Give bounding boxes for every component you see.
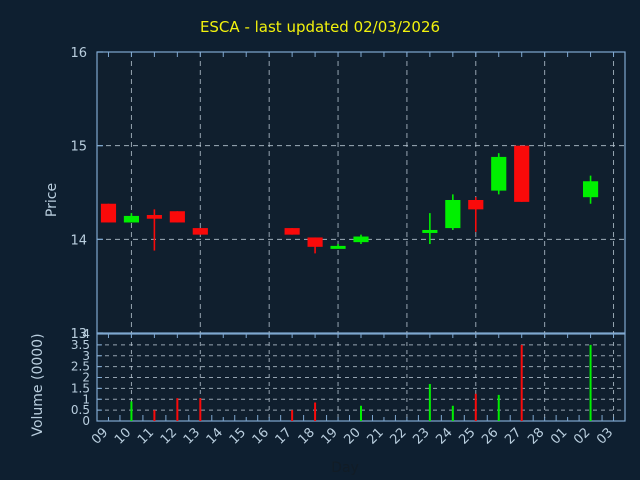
candle-body <box>192 228 208 235</box>
volume-panel: 00.511.522.533.54 <box>71 327 626 428</box>
price-plot-area <box>96 51 626 334</box>
volume-tick-label: 1.5 <box>71 381 90 395</box>
candle-body <box>468 199 484 210</box>
candlestick-26 <box>491 153 507 195</box>
candlestick-09 <box>100 203 117 223</box>
volume-tick-label: 4 <box>82 327 90 341</box>
candlestick-12 <box>169 211 185 223</box>
candlestick-27 <box>514 145 530 202</box>
price-tick-label: 16 <box>70 46 87 61</box>
candle-body <box>123 215 140 223</box>
candlestick-02 <box>582 175 599 204</box>
volume-tick-label: 0.5 <box>71 403 90 417</box>
candlestick-13 <box>192 228 208 235</box>
chart-title: ESCA - last updated 02/03/2026 <box>200 18 440 36</box>
candle-body <box>491 156 507 191</box>
candle-body <box>100 203 117 223</box>
volume-tick-label: 3.5 <box>71 338 90 352</box>
volume-tick-label: 2.5 <box>71 360 90 374</box>
candlestick-11 <box>146 209 162 251</box>
candle-body <box>146 214 162 219</box>
volume-tick-label: 3 <box>82 349 90 363</box>
candlestick-24 <box>445 194 461 230</box>
candle-body <box>284 228 300 235</box>
candlestick-10 <box>123 213 140 223</box>
candle-body <box>169 211 185 223</box>
volume-axis-label: Volume (0000) <box>30 333 46 436</box>
candlestick-19 <box>330 244 346 249</box>
price-tick-label: 15 <box>70 140 87 155</box>
price-tick-label: 13 <box>70 327 87 342</box>
candlestick-23 <box>422 213 438 245</box>
volume-tick-label: 2 <box>82 371 90 385</box>
x-axis-tick-labels: 09 10 11 12 13 14 15 16 17 18 19 20 21 22 23 24 25 26 27 28… <box>89 425 616 447</box>
volume-tick-label: 1 <box>82 392 90 406</box>
price-axis-label: Price <box>44 183 60 217</box>
candle-body <box>422 229 438 233</box>
candlestick-17 <box>284 228 300 235</box>
candle-body <box>514 145 530 202</box>
price-panel: 13 14 15 16 <box>70 46 626 342</box>
candlestick-20 <box>353 234 369 245</box>
volume-tick-label: 0 <box>82 414 90 428</box>
candlestick-25 <box>468 197 484 232</box>
price-tick-label: 14 <box>70 233 87 248</box>
candle-body <box>582 181 599 198</box>
candle-body <box>330 245 346 249</box>
candle-body <box>307 237 323 247</box>
candle-body <box>445 199 461 229</box>
candle-body <box>353 236 369 243</box>
candlestick-18 <box>307 237 323 254</box>
day-axis-label: Day <box>331 460 359 476</box>
